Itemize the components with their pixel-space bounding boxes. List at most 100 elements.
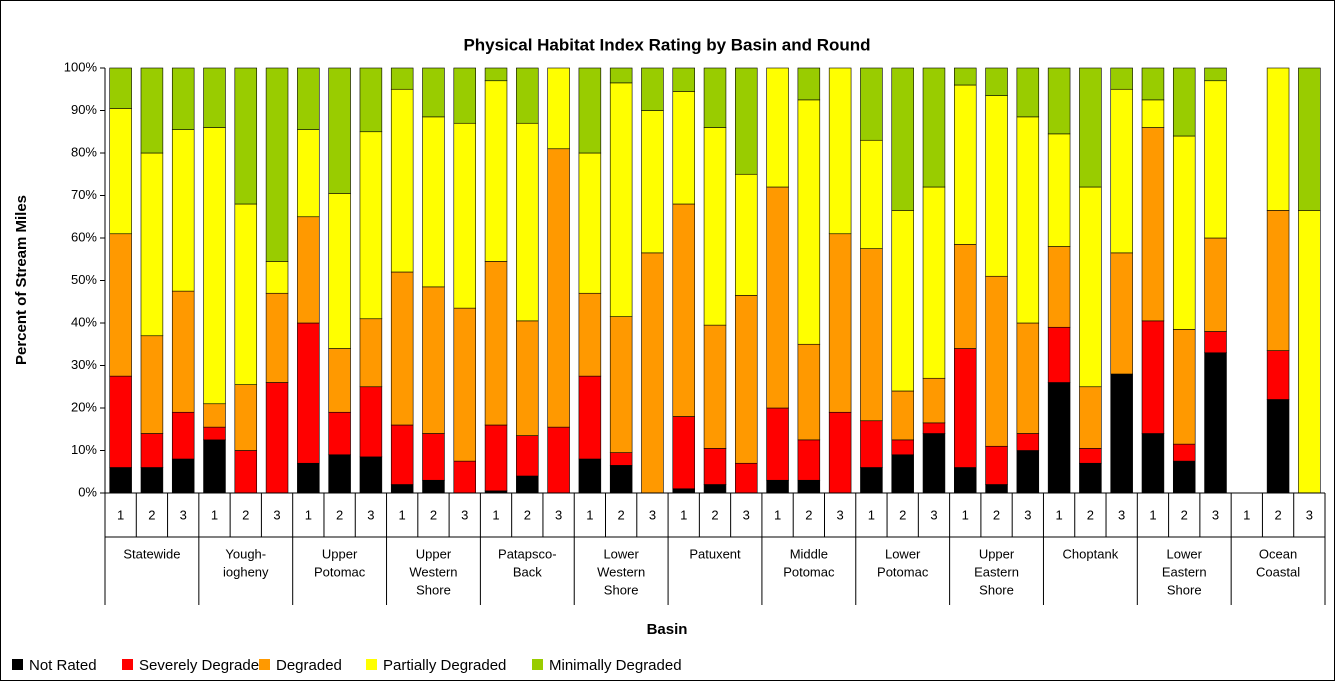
bar-segment	[422, 433, 445, 481]
group-label: Western	[597, 564, 645, 579]
bar-segment	[703, 448, 727, 485]
bar-segment	[985, 275, 1008, 447]
group-label: iogheny	[223, 564, 269, 579]
x-tick-label: 2	[993, 507, 1000, 522]
bar-segment	[1141, 67, 1165, 101]
bar-segment	[1204, 80, 1227, 239]
bar-segment	[328, 193, 351, 349]
group-label: Statewide	[123, 546, 180, 561]
bar-segment	[547, 426, 570, 494]
bar-segment	[203, 426, 226, 441]
group-label: Coastal	[1256, 564, 1300, 579]
bar-segment	[453, 122, 476, 309]
bar-segment	[328, 67, 351, 194]
x-tick-label: 2	[430, 507, 437, 522]
x-tick-label: 1	[868, 507, 875, 522]
x-tick-label: 1	[1243, 507, 1250, 522]
bar-segment	[641, 110, 664, 254]
x-tick-label: 1	[399, 507, 406, 522]
x-tick-label: 2	[148, 507, 155, 522]
bar-segment	[328, 454, 351, 494]
bar-segment	[703, 127, 727, 326]
bar-segment	[797, 67, 821, 101]
bar-segment	[766, 479, 789, 494]
bar-segment	[672, 91, 695, 205]
bar-segment	[109, 108, 132, 235]
bar-segment	[359, 386, 383, 458]
x-tick-label: 1	[117, 507, 124, 522]
bar-segment	[516, 122, 539, 322]
bar-segment	[297, 216, 320, 324]
bar-segment	[422, 116, 445, 288]
group-label: Shore	[416, 582, 451, 597]
bar-segment	[422, 67, 445, 118]
bar-segment	[234, 203, 258, 385]
x-tick-label: 1	[774, 507, 781, 522]
x-tick-label: 2	[242, 507, 249, 522]
bar-segment	[171, 129, 195, 292]
bar-segment	[578, 152, 602, 294]
bar-segment	[797, 439, 821, 481]
bar-segment	[140, 467, 164, 494]
bar-segment	[735, 67, 758, 175]
group-label: Patapsco-	[498, 546, 557, 561]
bar-segment	[1266, 350, 1290, 400]
bar-segment	[234, 384, 258, 451]
bar-segment	[1047, 67, 1071, 135]
bar-segment	[359, 67, 383, 133]
x-tick-label: 3	[461, 507, 468, 522]
x-tick-label: 2	[1274, 507, 1281, 522]
legend-swatch	[532, 659, 543, 670]
bar-segment	[390, 88, 414, 273]
x-tick-label: 3	[649, 507, 656, 522]
bar-segment	[140, 67, 164, 154]
x-tick-label: 3	[1306, 507, 1313, 522]
bar-segment	[453, 307, 476, 462]
x-tick-label: 3	[367, 507, 374, 522]
bar-segment	[609, 452, 633, 466]
bar-segment	[109, 467, 132, 494]
bar-segment	[672, 416, 695, 490]
bar-segment	[1110, 88, 1133, 254]
bar-segment	[922, 186, 946, 379]
bar-segment	[234, 67, 258, 205]
x-tick-label: 3	[555, 507, 562, 522]
bar-segment	[1172, 135, 1196, 330]
bar-segment	[1047, 382, 1071, 494]
bar-segment	[484, 67, 508, 82]
bar-segment	[985, 484, 1008, 494]
bar-segment	[735, 295, 758, 464]
bar-segment	[1110, 252, 1133, 375]
bar-segment	[1266, 67, 1290, 211]
y-tick-label: 20%	[71, 399, 97, 414]
bar-segment	[1298, 210, 1321, 494]
bar-segment	[703, 67, 727, 128]
bar-segment	[109, 67, 132, 109]
bar-segment	[516, 320, 539, 436]
x-tick-label: 1	[1055, 507, 1062, 522]
x-tick-label: 1	[586, 507, 593, 522]
bar-segment	[234, 450, 258, 494]
bar-segment	[297, 462, 320, 494]
bar-segment	[484, 261, 508, 426]
group-label: Ocean	[1259, 546, 1297, 561]
bar-segment	[171, 458, 195, 494]
bar-segment	[1204, 67, 1227, 82]
group-label: Shore	[979, 582, 1014, 597]
bar-segment	[922, 433, 946, 494]
bar-segment	[703, 484, 727, 494]
bar-segment	[140, 152, 164, 337]
bar-segment	[578, 292, 602, 377]
x-tick-label: 2	[618, 507, 625, 522]
bar-segment	[672, 488, 695, 494]
legend-swatch	[366, 659, 377, 670]
x-tick-label: 2	[336, 507, 343, 522]
group-label: Back	[513, 564, 542, 579]
bar-segment	[954, 244, 977, 349]
group-label: Eastern	[1162, 564, 1207, 579]
group-label: Potomac	[877, 564, 929, 579]
bar-segment	[265, 382, 289, 494]
x-tick-label: 3	[180, 507, 187, 522]
bar-segment	[390, 67, 414, 90]
